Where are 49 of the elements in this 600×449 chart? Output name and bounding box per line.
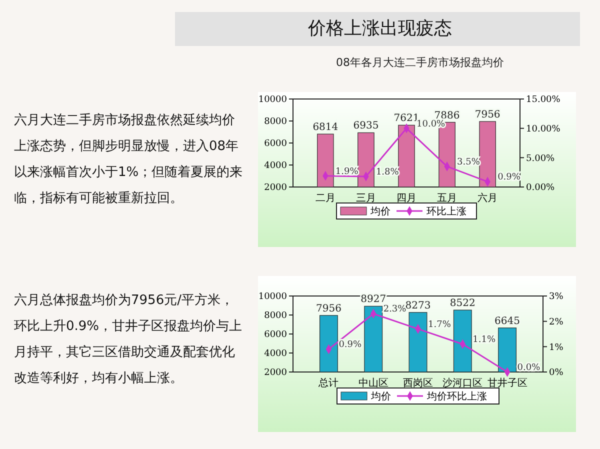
y-tick-label: 6000 bbox=[264, 139, 288, 150]
data-label: 1.7% bbox=[428, 320, 452, 330]
y-tick-label: 10000 bbox=[258, 95, 288, 106]
x-tick-label: 六月 bbox=[478, 192, 498, 204]
y-tick-label: 8000 bbox=[264, 311, 288, 322]
x-tick-label: 五月 bbox=[437, 193, 458, 204]
x-tick-label: 中山区 bbox=[358, 377, 388, 389]
data-label: 7956 bbox=[474, 109, 500, 120]
y-tick-label: 2000 bbox=[264, 183, 288, 194]
x-tick-label: 总计 bbox=[318, 377, 339, 389]
y2-tick-label: 3% bbox=[549, 292, 564, 302]
x-tick-label: 甘井子区 bbox=[487, 377, 528, 389]
y2-tick-label: 0% bbox=[549, 368, 564, 378]
y-tick-label: 6000 bbox=[264, 330, 288, 340]
data-label: 0.9% bbox=[338, 340, 362, 350]
data-label: 7956 bbox=[316, 303, 342, 314]
y-tick-label: 4000 bbox=[264, 161, 288, 172]
x-tick-label: 四月 bbox=[396, 193, 416, 204]
y-tick-label: 4000 bbox=[264, 349, 288, 360]
legend-label: 环比上涨 bbox=[426, 206, 466, 218]
y-tick-label: 2000 bbox=[264, 368, 288, 378]
data-label: 8522 bbox=[450, 298, 476, 310]
data-label: 6645 bbox=[494, 316, 520, 327]
y2-tick-label: 0.00% bbox=[526, 183, 556, 194]
x-tick-label: 西岗区 bbox=[403, 377, 433, 389]
legend-label: 均价 bbox=[370, 206, 390, 218]
x-tick-label: 沙河口区 bbox=[442, 377, 483, 389]
legend-label: 均价 bbox=[370, 390, 391, 402]
y2-tick-label: 2% bbox=[549, 317, 564, 328]
text: 六月总体报盘均价为7956元/平方米，环比上升0.9%，甘井子区报盘均价与上月持平，其它三区借助交通及配套优化改造等利好，均有小幅上涨。 bbox=[13, 292, 244, 388]
data-label: 6814 bbox=[312, 122, 338, 134]
y2-tick-label: 15.00% bbox=[526, 95, 561, 106]
y2-tick-label: 5.00% bbox=[526, 154, 556, 164]
chart-title: 价格上涨出现疲态 bbox=[307, 18, 452, 39]
data-label: 0.0% bbox=[517, 363, 541, 373]
y-tick-label: 10000 bbox=[258, 292, 288, 302]
data-label: 8273 bbox=[405, 300, 431, 312]
y2-tick-label: 10.00% bbox=[526, 124, 561, 134]
data-label: 8927 bbox=[360, 294, 386, 306]
legend-label: 均价环比上涨 bbox=[426, 390, 487, 402]
y-tick-label: 8000 bbox=[264, 117, 288, 128]
chart-subtitle: 08年各月大连二手房市场报盘均价 bbox=[336, 56, 504, 69]
x-tick-label: 二月 bbox=[315, 193, 336, 204]
x-tick-label: 三月 bbox=[356, 193, 376, 204]
y2-tick-label: 1% bbox=[549, 342, 564, 353]
data-label: 6935 bbox=[353, 120, 379, 132]
data-label: 2.3% bbox=[383, 304, 407, 315]
data-label: 1.1% bbox=[472, 335, 496, 346]
text: 六月大连二手房市场报盘依然延续均价上涨态势，但脚步明显放慢，进入08年以来涨幅首次小于1%；但随着夏展的来临，指标有可能被重新拉回。 bbox=[13, 112, 244, 208]
